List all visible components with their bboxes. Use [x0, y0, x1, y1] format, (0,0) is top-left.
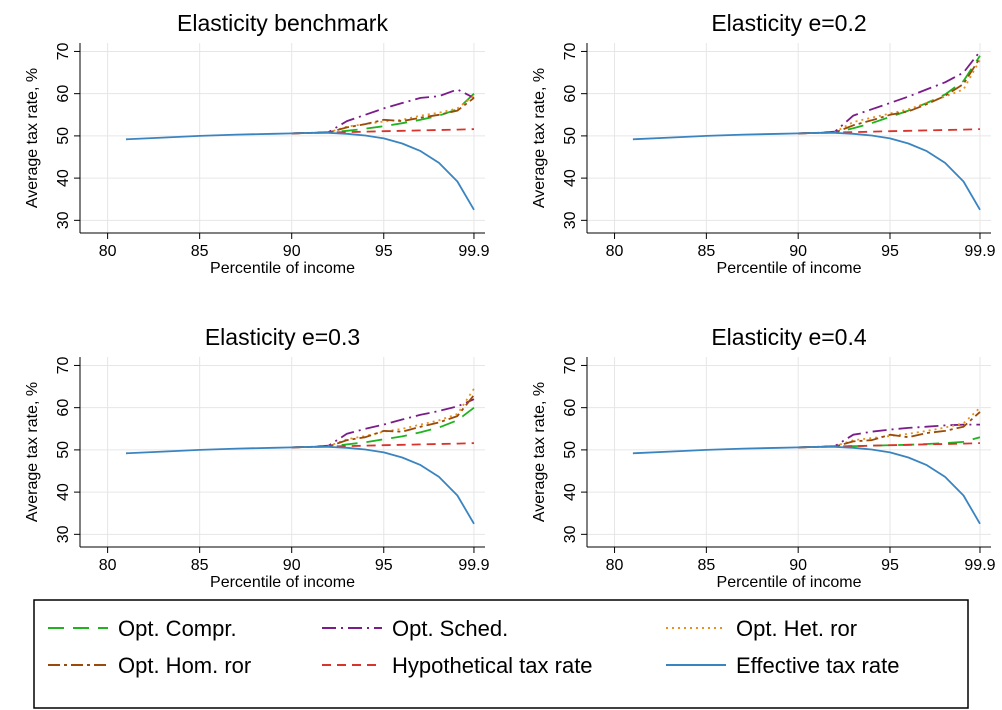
chart-panel-2: 80 85 90 95 99.9 30 40 50 60 70 Elasticity e=0.2 Pe… [531, 10, 996, 277]
x-tick-label: 90 [283, 557, 301, 574]
series-line-opt_het [798, 407, 981, 449]
chart-title: Elasticity e=0.2 [711, 10, 866, 36]
chart-panel-1: 80 85 90 95 99.9 30 40 50 60 70 Elasticity benchma… [24, 10, 490, 277]
y-tick-label: 30 [562, 525, 579, 543]
legend: Opt. Compr. Opt. Sched. Opt. Het. ror Opt. … [33, 599, 969, 709]
legend-frame [33, 599, 969, 709]
series-line-opt_het [291, 388, 475, 449]
x-tick-label: 80 [606, 243, 624, 260]
chart-panel-4: 80 85 90 95 99.9 30 40 50 60 70 Elasticity e=0.4 Pe… [531, 324, 996, 591]
y-tick-label: 70 [55, 356, 72, 374]
x-tick-label: 85 [697, 243, 715, 260]
y-tick-label: 60 [562, 85, 579, 103]
legend-label: Opt. Het. ror [736, 616, 857, 641]
series-line-opt_compr [291, 93, 475, 135]
series-line-opt_het [291, 95, 475, 135]
y-tick-label: 50 [55, 441, 72, 459]
series-line-opt_hom [291, 97, 475, 135]
x-tick-label: 95 [881, 243, 899, 260]
legend-label: Hypothetical tax rate [392, 653, 593, 678]
y-tick-label: 60 [562, 399, 579, 417]
series-line-effective [632, 445, 981, 525]
series-line-opt_hom [798, 57, 981, 135]
legend-label: Opt. Sched. [392, 616, 508, 641]
y-tick-label: 30 [55, 211, 72, 229]
x-tick-label: 99.9 [458, 243, 489, 260]
x-tick-label: 99.9 [964, 557, 995, 574]
x-tick-label: 95 [881, 557, 899, 574]
legend-items: Opt. Compr. Opt. Sched. Opt. Het. ror Opt. … [48, 616, 899, 678]
legend-label: Effective tax rate [736, 653, 899, 678]
series-line-effective [125, 445, 475, 525]
y-tick-label: 50 [562, 441, 579, 459]
y-tick-label: 40 [562, 169, 579, 187]
x-tick-label: 90 [789, 243, 807, 260]
x-tick-label: 80 [99, 243, 117, 260]
series-line-opt_compr [798, 55, 981, 135]
y-tick-label: 40 [562, 483, 579, 501]
y-tick-label: 30 [55, 525, 72, 543]
series-line-effective [632, 131, 981, 211]
y-axis-label: Average tax rate, % [24, 68, 41, 208]
y-axis-label: Average tax rate, % [531, 382, 548, 522]
chart-panel-3: 80 85 90 95 99.9 30 40 50 60 70 Elasticity e=0.3 Pe… [24, 324, 490, 591]
series-line-opt_hom [291, 394, 475, 449]
y-tick-label: 70 [562, 42, 579, 60]
chart-title: Elasticity e=0.3 [205, 324, 360, 350]
x-tick-label: 90 [283, 243, 301, 260]
x-tick-label: 85 [191, 243, 209, 260]
y-tick-label: 50 [562, 127, 579, 145]
x-tick-label: 95 [375, 557, 393, 574]
y-tick-label: 30 [562, 211, 579, 229]
y-tick-label: 70 [562, 356, 579, 374]
x-tick-label: 85 [697, 557, 715, 574]
series-line-opt_sched [291, 398, 475, 449]
y-axis-label: Average tax rate, % [24, 382, 41, 522]
x-tick-label: 90 [789, 557, 807, 574]
chart-title: Elasticity benchmark [177, 10, 388, 36]
y-tick-label: 40 [55, 483, 72, 501]
y-tick-label: 70 [55, 42, 72, 60]
legend-label: Opt. Compr. [118, 616, 237, 641]
x-axis-label: Percentile of income [717, 260, 862, 277]
y-tick-label: 60 [55, 85, 72, 103]
x-tick-label: 95 [375, 243, 393, 260]
x-tick-label: 80 [99, 557, 117, 574]
x-axis-label: Percentile of income [210, 260, 355, 277]
series-line-effective [125, 131, 475, 211]
chart-title: Elasticity e=0.4 [711, 324, 867, 350]
series-line-opt_het [798, 59, 981, 135]
x-axis-label: Percentile of income [210, 574, 355, 591]
x-axis-label: Percentile of income [717, 574, 862, 591]
y-tick-label: 60 [55, 399, 72, 417]
legend-label: Opt. Hom. ror [118, 653, 251, 678]
y-tick-label: 40 [55, 169, 72, 187]
y-axis-label: Average tax rate, % [531, 68, 548, 208]
series-line-opt_sched [798, 50, 981, 135]
chart-panels: 80 85 90 95 99.9 30 40 50 60 70 Elasticity benchma… [24, 10, 996, 591]
series-line-opt_compr [291, 406, 475, 449]
x-tick-label: 99.9 [458, 557, 489, 574]
x-tick-label: 99.9 [964, 243, 995, 260]
x-tick-label: 85 [191, 557, 209, 574]
y-tick-label: 50 [55, 127, 72, 145]
x-tick-label: 80 [606, 557, 624, 574]
